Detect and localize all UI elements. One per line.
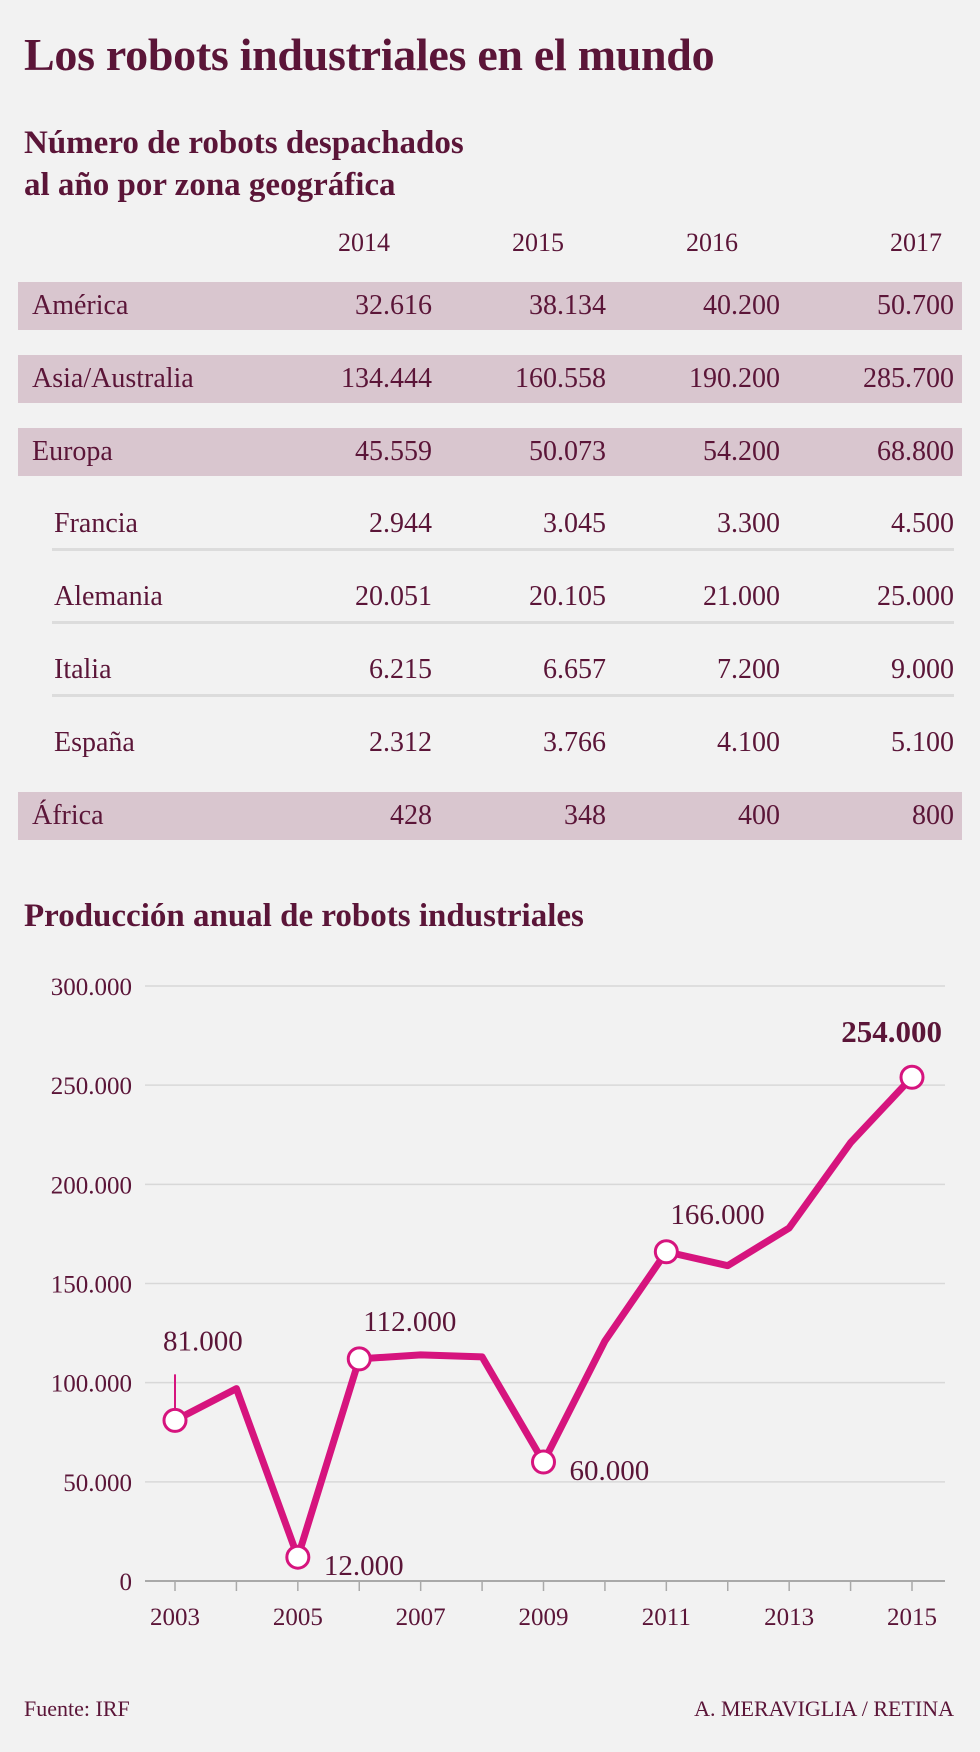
row-value-2015: 348 (564, 800, 606, 831)
row-value-2017: 25.000 (877, 581, 954, 612)
row-value-2014: 2.944 (369, 508, 432, 539)
row-value-2014: 45.559 (355, 436, 432, 467)
data-label: 81.000 (163, 1325, 243, 1357)
row-label: Alemania (54, 581, 163, 612)
year-header-2014: 2014 (338, 228, 390, 257)
y-tick-label: 0 (120, 1569, 133, 1596)
series-line (171, 1073, 916, 1561)
y-tick-label: 300.000 (51, 974, 132, 1001)
x-tick-label: 2003 (150, 1604, 200, 1631)
row-value-2016: 3.300 (717, 508, 780, 539)
data-label: 112.000 (363, 1306, 456, 1338)
year-header-2016: 2016 (686, 228, 738, 257)
credit-note: A. MERAVIGLIA / RETINA (694, 1696, 954, 1721)
data-label: 12.000 (324, 1550, 404, 1582)
row-label: Europa (32, 436, 113, 467)
data-label: 254.000 (841, 1014, 942, 1049)
row-value-2014: 20.051 (355, 581, 432, 612)
row-value-2017: 5.100 (891, 727, 954, 758)
row-value-2016: 7.200 (717, 654, 780, 685)
table-subtitle-line1: Número de robots despachados (24, 125, 464, 161)
y-tick-label: 250.000 (51, 1073, 132, 1100)
table-row-america: América 32.616 38.134 40.200 50.700 (18, 282, 962, 330)
row-value-2017: 800 (912, 800, 954, 831)
table-row-espana: España 2.312 3.766 4.100 5.100 (52, 719, 954, 767)
row-value-2014: 2.312 (369, 727, 432, 758)
data-point-marker (531, 1449, 556, 1475)
year-header-2017: 2017 (890, 228, 942, 257)
row-value-2015: 38.134 (529, 290, 606, 321)
x-tick-label: 2011 (642, 1604, 691, 1631)
row-label: América (32, 290, 129, 321)
data-label: 60.000 (570, 1455, 650, 1487)
page-title: Los robots industriales en el mundo (24, 29, 715, 80)
row-label: África (32, 800, 104, 831)
row-value-2014: 6.215 (369, 654, 432, 685)
row-value-2014: 428 (390, 800, 432, 831)
y-axis-ticks: 0 50.000 100.000 150.000 200.000 250.000 300.0… (51, 974, 132, 1596)
row-value-2017: 9.000 (891, 654, 954, 685)
row-label: España (54, 727, 135, 758)
row-value-2015: 3.045 (543, 508, 606, 539)
x-axis-ticks: 2003 2005 2007 2009 2011 2013 2015 (150, 1581, 937, 1631)
row-value-2015: 3.766 (543, 727, 606, 758)
row-value-2016: 4.100 (717, 727, 780, 758)
source-note: Fuente: IRF (24, 1696, 130, 1721)
data-labels: 81.000 12.000 112.000 60.000 166.000 254.000 (163, 1014, 942, 1582)
row-label: Italia (54, 654, 112, 685)
data-label: 166.000 (670, 1199, 764, 1231)
table-row-africa: África 428 348 400 800 (18, 792, 962, 840)
row-value-2015: 160.558 (515, 363, 606, 394)
x-tick-label: 2007 (396, 1604, 446, 1631)
row-label: Francia (54, 508, 138, 539)
row-value-2017: 4.500 (891, 508, 954, 539)
table-row-europa: Europa 45.559 50.073 54.200 68.800 (18, 428, 962, 476)
x-tick-label: 2015 (887, 1604, 937, 1631)
table-subtitle: Número de robots despachados al año por … (24, 122, 464, 206)
data-point-marker (899, 1064, 925, 1090)
row-value-2016: 54.200 (703, 436, 780, 467)
x-tick-label: 2009 (519, 1604, 569, 1631)
y-tick-label: 200.000 (51, 1172, 132, 1199)
row-value-2015: 50.073 (529, 436, 606, 467)
row-value-2014: 32.616 (355, 290, 432, 321)
table-row-alemania: Alemania 20.051 20.105 21.000 25.000 (52, 573, 954, 624)
chart-title: Producción anual de robots industriales (24, 898, 584, 934)
grid-lines (145, 985, 945, 1582)
row-value-2015: 6.657 (543, 654, 606, 685)
table-row-italia: Italia 6.215 6.657 7.200 9.000 (52, 646, 954, 697)
data-point-marker (162, 1407, 188, 1433)
row-value-2016: 190.200 (689, 363, 780, 394)
row-value-2017: 50.700 (877, 290, 954, 321)
x-tick-label: 2005 (273, 1604, 323, 1631)
table-subtitle-line2: al año por zona geográfica (24, 167, 396, 203)
year-header-2015: 2015 (512, 228, 564, 257)
y-tick-label: 150.000 (51, 1272, 132, 1299)
row-label: Asia/Australia (32, 363, 194, 394)
production-series (162, 1064, 925, 1570)
data-point-marker (285, 1544, 311, 1570)
table-row-francia: Francia 2.944 3.045 3.300 4.500 (52, 500, 954, 551)
row-value-2016: 400 (738, 800, 780, 831)
row-value-2017: 68.800 (877, 436, 954, 467)
row-value-2015: 20.105 (529, 581, 606, 612)
y-tick-label: 50.000 (63, 1470, 132, 1497)
y-tick-label: 100.000 (51, 1371, 132, 1398)
data-point-marker (346, 1346, 372, 1372)
x-tick-label: 2013 (764, 1604, 814, 1631)
table-row-asia-australia: Asia/Australia 134.444 160.558 190.200 2… (18, 355, 962, 403)
row-value-2014: 134.444 (341, 363, 432, 394)
row-value-2016: 40.200 (703, 290, 780, 321)
row-value-2017: 285.700 (863, 363, 954, 394)
data-point-marker (653, 1239, 679, 1265)
row-value-2016: 21.000 (703, 581, 780, 612)
